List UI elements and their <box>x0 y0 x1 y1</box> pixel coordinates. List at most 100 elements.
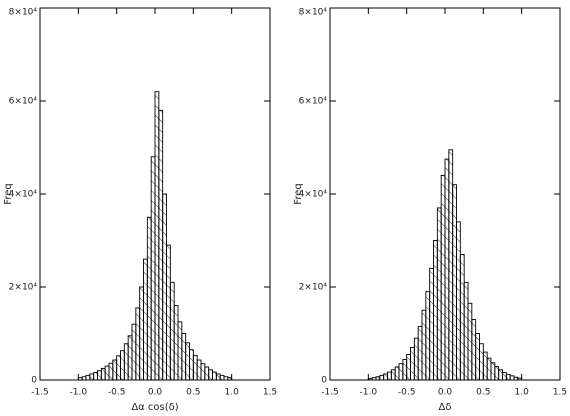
histogram-bar <box>212 371 217 381</box>
histogram-bar <box>498 369 503 381</box>
histogram-bar <box>189 349 194 381</box>
histogram-bar <box>196 359 202 381</box>
histogram-bar <box>97 370 102 381</box>
histogram-bar <box>143 258 148 381</box>
y-tick-label: 0 <box>321 376 327 386</box>
histogram-bar <box>127 335 133 381</box>
histogram-bar <box>173 305 179 381</box>
histogram-bar <box>146 216 152 381</box>
histogram-bar <box>502 372 507 381</box>
histogram-bar <box>509 375 515 381</box>
histogram-bar <box>150 156 156 381</box>
x-axis-label: Δα cos(δ) <box>131 402 178 413</box>
histogram-bar <box>85 374 91 381</box>
histogram-bar <box>158 109 164 381</box>
histogram-bar <box>440 174 446 381</box>
x-tick-label: 0.0 <box>148 388 163 398</box>
y-tick-label: 2×10⁴ <box>299 283 328 293</box>
histogram-bar <box>131 323 137 381</box>
histogram-bar <box>494 366 500 381</box>
histogram-bar <box>139 286 144 381</box>
histogram-bar <box>444 158 450 381</box>
histogram-bar <box>417 326 423 381</box>
x-tick-label: 1.0 <box>515 388 530 398</box>
histogram-bar <box>135 307 141 381</box>
histogram-bar <box>162 193 167 381</box>
y-tick-label: 6×10⁴ <box>9 97 38 107</box>
x-tick-label: -0.5 <box>108 388 126 398</box>
histogram-bar <box>486 357 492 381</box>
y-tick-label: 8×10⁴ <box>9 8 38 18</box>
y-tick-label: 2×10⁴ <box>9 283 38 293</box>
histogram-bar <box>413 337 419 381</box>
histogram-bar <box>112 359 118 381</box>
histogram-bar <box>120 350 125 381</box>
histogram-bar <box>100 367 106 381</box>
histogram-bar <box>200 363 206 381</box>
histogram-bar <box>471 319 477 381</box>
histogram-bar <box>93 372 98 381</box>
histogram-bar <box>177 321 183 381</box>
histogram-bar <box>383 373 388 381</box>
y-tick-label: 4×10⁴ <box>9 190 38 200</box>
histogram-bar <box>456 221 461 381</box>
y-tick-label: 0 <box>31 376 37 386</box>
histogram-bar <box>390 369 396 381</box>
histogram-bar <box>425 291 431 381</box>
histogram-bar <box>436 207 442 381</box>
x-tick-label: -1.5 <box>31 388 49 398</box>
histogram-bar <box>166 244 171 381</box>
y-axis-label: Freq <box>293 183 304 204</box>
histogram-bar <box>490 362 496 381</box>
histogram-bar <box>421 309 427 381</box>
histogram-bar <box>215 373 221 381</box>
x-tick-label: 0.5 <box>186 388 200 398</box>
histogram-bar <box>387 371 392 381</box>
histogram-bar <box>219 374 225 381</box>
histogram-bar <box>104 365 110 381</box>
histogram-bar <box>475 333 480 381</box>
y-tick-label: 4×10⁴ <box>299 190 328 200</box>
histogram-bar <box>410 347 415 381</box>
histogram-bar <box>482 351 488 381</box>
histogram-bar <box>208 369 213 381</box>
x-tick-label: -1.5 <box>321 388 339 398</box>
y-tick-label: 8×10⁴ <box>299 8 328 18</box>
x-tick-label: 1.5 <box>553 388 567 398</box>
histogram-bar <box>123 343 129 381</box>
x-tick-label: 0.0 <box>438 388 453 398</box>
histogram-bar <box>185 342 190 381</box>
x-tick-label: -1.0 <box>70 388 88 398</box>
x-tick-label: 1.5 <box>263 388 277 398</box>
histogram-bar <box>467 302 473 381</box>
x-axis-label: Δδ <box>439 402 452 413</box>
histogram-bar <box>433 240 438 381</box>
x-tick-label: 1.0 <box>225 388 240 398</box>
histogram-bar <box>398 363 404 381</box>
histogram-bar <box>479 343 484 381</box>
histogram-bar <box>448 149 454 381</box>
histogram-bar <box>169 281 175 381</box>
histogram-bar <box>452 184 457 381</box>
histogram-bar <box>394 366 400 381</box>
y-axis-label: Freq <box>3 183 14 204</box>
histogram-bar <box>192 354 198 381</box>
histogram-bar <box>154 91 160 381</box>
histogram-bar <box>181 333 187 381</box>
histogram-bar <box>89 373 95 381</box>
histogram-bar <box>459 253 465 381</box>
histogram-bar <box>204 366 210 381</box>
histogram-bar <box>379 374 385 381</box>
histogram-bar <box>429 267 434 381</box>
histogram-bar <box>463 281 469 381</box>
x-tick-label: -0.5 <box>398 388 416 398</box>
histogram-bar <box>116 355 121 381</box>
histogram-bar <box>108 362 114 381</box>
y-tick-label: 6×10⁴ <box>299 97 328 107</box>
histogram-bar <box>402 359 408 381</box>
x-tick-label: 0.5 <box>476 388 490 398</box>
x-tick-label: -1.0 <box>360 388 378 398</box>
histogram-bar <box>406 353 411 381</box>
histogram-bar <box>505 373 511 381</box>
